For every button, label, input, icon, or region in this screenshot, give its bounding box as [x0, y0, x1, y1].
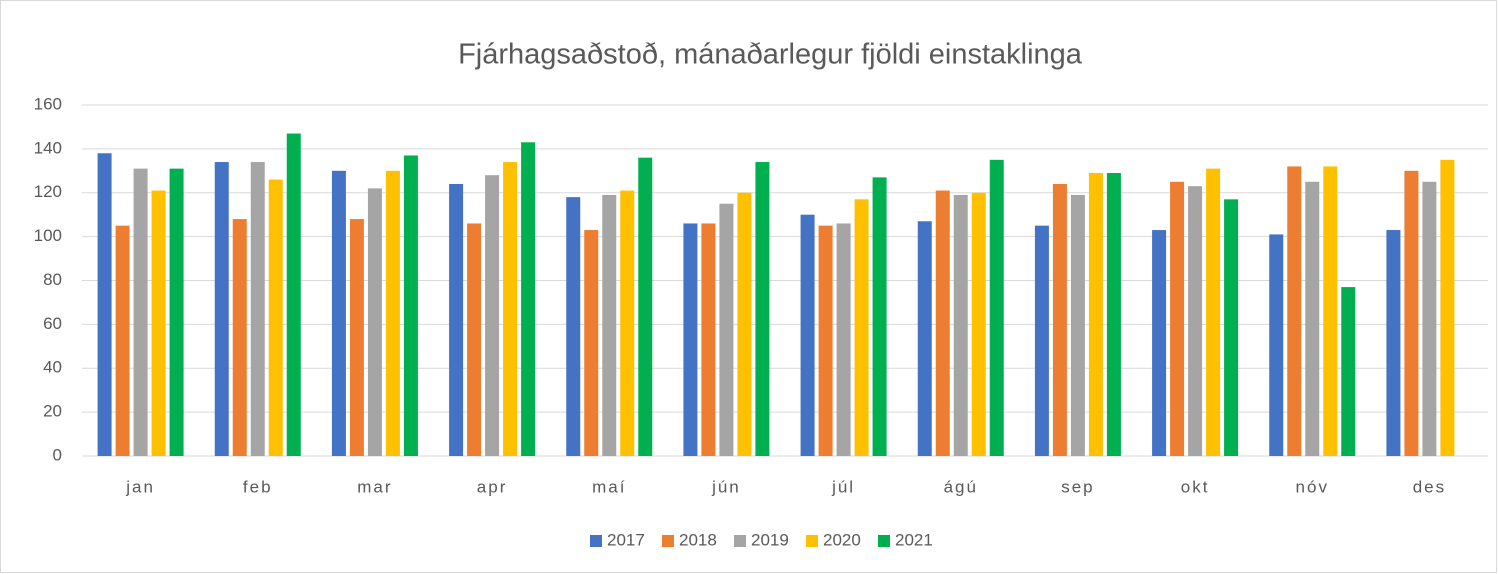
- bar: [755, 162, 770, 456]
- x-tick-label: jún: [711, 477, 741, 496]
- bar: [115, 225, 130, 456]
- bar: [917, 221, 932, 456]
- bar: [953, 194, 968, 456]
- bar: [1206, 168, 1221, 456]
- bar: [1341, 287, 1356, 456]
- legend-swatch: [734, 535, 746, 547]
- bar: [232, 219, 247, 456]
- bar: [818, 225, 833, 456]
- x-tick-label: okt: [1181, 477, 1210, 496]
- bar: [349, 219, 364, 456]
- legend-swatch: [662, 535, 674, 547]
- x-tick-label: des: [1413, 477, 1446, 496]
- bar: [1034, 225, 1049, 456]
- bar: [1287, 166, 1302, 457]
- legend-label: 2017: [607, 530, 645, 549]
- bar: [97, 153, 112, 456]
- bar: [1152, 230, 1167, 456]
- x-tick-label: ágú: [944, 477, 978, 496]
- bar: [1404, 170, 1419, 456]
- bar: [268, 179, 283, 456]
- bar: [584, 230, 599, 456]
- y-tick-label: 80: [43, 270, 62, 289]
- bar: [989, 159, 1004, 456]
- bar: [1070, 194, 1085, 456]
- legend-swatch: [590, 535, 602, 547]
- bar: [1170, 181, 1185, 456]
- bar: [250, 162, 265, 456]
- y-tick-label: 160: [34, 94, 62, 113]
- bar: [872, 177, 887, 457]
- bar: [1386, 230, 1401, 456]
- bar: [836, 223, 851, 456]
- bar: [620, 190, 635, 456]
- bar: [449, 183, 464, 456]
- x-tick-label: júl: [831, 477, 855, 496]
- bar: [1440, 159, 1455, 456]
- bar: [385, 170, 400, 456]
- bar: [683, 223, 698, 456]
- x-tick-label: sep: [1061, 477, 1094, 496]
- bar: [854, 199, 869, 457]
- chart-title: Fjárhagsaðstoð, mánaðarlegur fjöldi eins…: [458, 39, 1083, 71]
- x-tick-label: nóv: [1296, 477, 1329, 496]
- bar: [331, 170, 346, 456]
- bar: [800, 214, 815, 456]
- x-tick-label: mar: [357, 477, 392, 496]
- x-tick-label: apr: [477, 477, 508, 496]
- legend-label: 2020: [823, 530, 861, 549]
- bar: [1269, 234, 1284, 456]
- bar: [1088, 173, 1103, 456]
- bar: [403, 155, 418, 457]
- bar: [602, 194, 617, 456]
- y-tick-label: 140: [34, 138, 62, 157]
- bar: [737, 192, 752, 456]
- bar: [566, 197, 581, 456]
- bar: [701, 223, 716, 456]
- x-tick-label: maí: [592, 477, 626, 496]
- legend-swatch: [806, 535, 818, 547]
- legend-label: 2018: [679, 530, 717, 549]
- bar: [367, 188, 382, 457]
- bar: [935, 190, 950, 456]
- bar: [467, 223, 482, 456]
- y-tick-label: 100: [34, 226, 62, 245]
- bar: [133, 168, 148, 456]
- x-tick-label: feb: [243, 477, 273, 496]
- x-tick-label: jan: [125, 477, 155, 496]
- bar: [1305, 181, 1320, 456]
- bar: [214, 162, 229, 456]
- bar: [1224, 199, 1239, 457]
- bar: [521, 142, 536, 456]
- bar: [485, 175, 500, 456]
- bar: [1052, 183, 1067, 456]
- y-tick-label: 0: [53, 445, 62, 464]
- bar: [169, 168, 184, 456]
- bar: [503, 162, 518, 456]
- bar: [719, 203, 734, 456]
- y-tick-label: 60: [43, 314, 62, 333]
- bar: [1188, 186, 1203, 456]
- legend-label: 2021: [895, 530, 933, 549]
- legend-swatch: [878, 535, 890, 547]
- legend-label: 2019: [751, 530, 789, 549]
- bar: [1422, 181, 1437, 456]
- bar: [971, 192, 986, 456]
- bar: [638, 157, 653, 456]
- bar: [1106, 173, 1121, 456]
- bar: [286, 133, 301, 457]
- y-tick-label: 40: [43, 358, 62, 377]
- bar: [1323, 166, 1338, 457]
- bar: [151, 190, 166, 456]
- y-tick-label: 120: [34, 182, 62, 201]
- y-tick-label: 20: [43, 402, 62, 421]
